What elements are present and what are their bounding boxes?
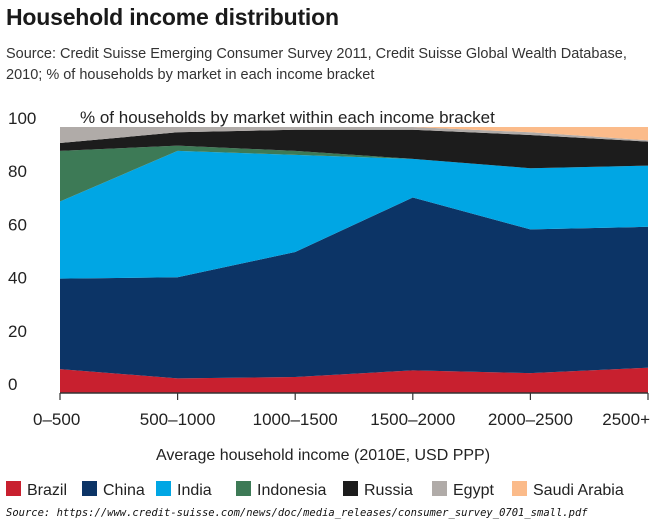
chart-title: Household income distribution [6,4,339,30]
x-tick-label: 1000–1500 [253,410,338,429]
area-russia [60,129,648,169]
legend-swatch [432,481,447,496]
legend-swatch [512,481,527,496]
y-tick-label: 80 [8,162,27,181]
legend-label: Russia [364,482,413,499]
area-china [60,197,648,379]
source-note: Source: https://www.credit-suisse.com/ne… [6,507,588,519]
area-layer [60,127,648,393]
legend-item-egypt: Egypt [432,481,494,499]
legend-item-china: China [82,481,145,499]
area-egypt [60,127,648,143]
stacked-area-chart: % of households by market within each in… [6,108,650,499]
x-axis-label: Average household income (2010E, USD PPP… [156,447,490,464]
chart-inner-title: % of households by market within each in… [80,108,495,127]
y-tick-labels: 0 20 40 60 80 100 [8,109,36,394]
legend-label: Brazil [27,482,67,499]
y-tick-label: 60 [8,215,27,234]
area-india [60,150,648,279]
legend-swatch [82,481,97,496]
legend-label: India [177,482,212,499]
x-tick-label: 1500–2000 [370,410,455,429]
x-tick-labels: 0–500 500–1000 1000–1500 1500–2000 2000–2500… [33,410,650,429]
x-tick-label: 500–1000 [140,410,216,429]
legend-item-russia: Russia [343,481,413,499]
legend: Brazil China India Indonesia Russia Egypt Saud… [6,481,624,499]
y-tick-label: 20 [8,322,27,341]
legend-swatch [156,481,171,496]
legend-item-brazil: Brazil [6,481,67,499]
legend-swatch [236,481,251,496]
legend-label: China [103,482,145,499]
chart-subtitle: Source: Credit Suisse Emerging Consumer … [6,46,627,83]
legend-item-india: India [156,481,212,499]
y-tick-label: 40 [8,269,27,288]
area-indonesia [60,145,648,202]
area-saudi-arabia [60,127,648,141]
legend-swatch [343,481,358,496]
x-tick-label: 0–500 [33,410,80,429]
legend-label: Egypt [453,482,494,499]
x-tick-label: 2000–2500 [488,410,573,429]
y-tick-label: 100 [8,109,36,128]
y-tick-label: 0 [8,375,17,394]
legend-item-indonesia: Indonesia [236,481,326,499]
legend-label: Indonesia [257,482,326,499]
legend-swatch [6,481,21,496]
x-tick-label: 2500+ [602,410,650,429]
area-brazil [60,367,648,393]
x-tick-marks [59,393,649,400]
legend-item-saudi-arabia: Saudi Arabia [512,481,624,499]
legend-label: Saudi Arabia [533,482,624,499]
